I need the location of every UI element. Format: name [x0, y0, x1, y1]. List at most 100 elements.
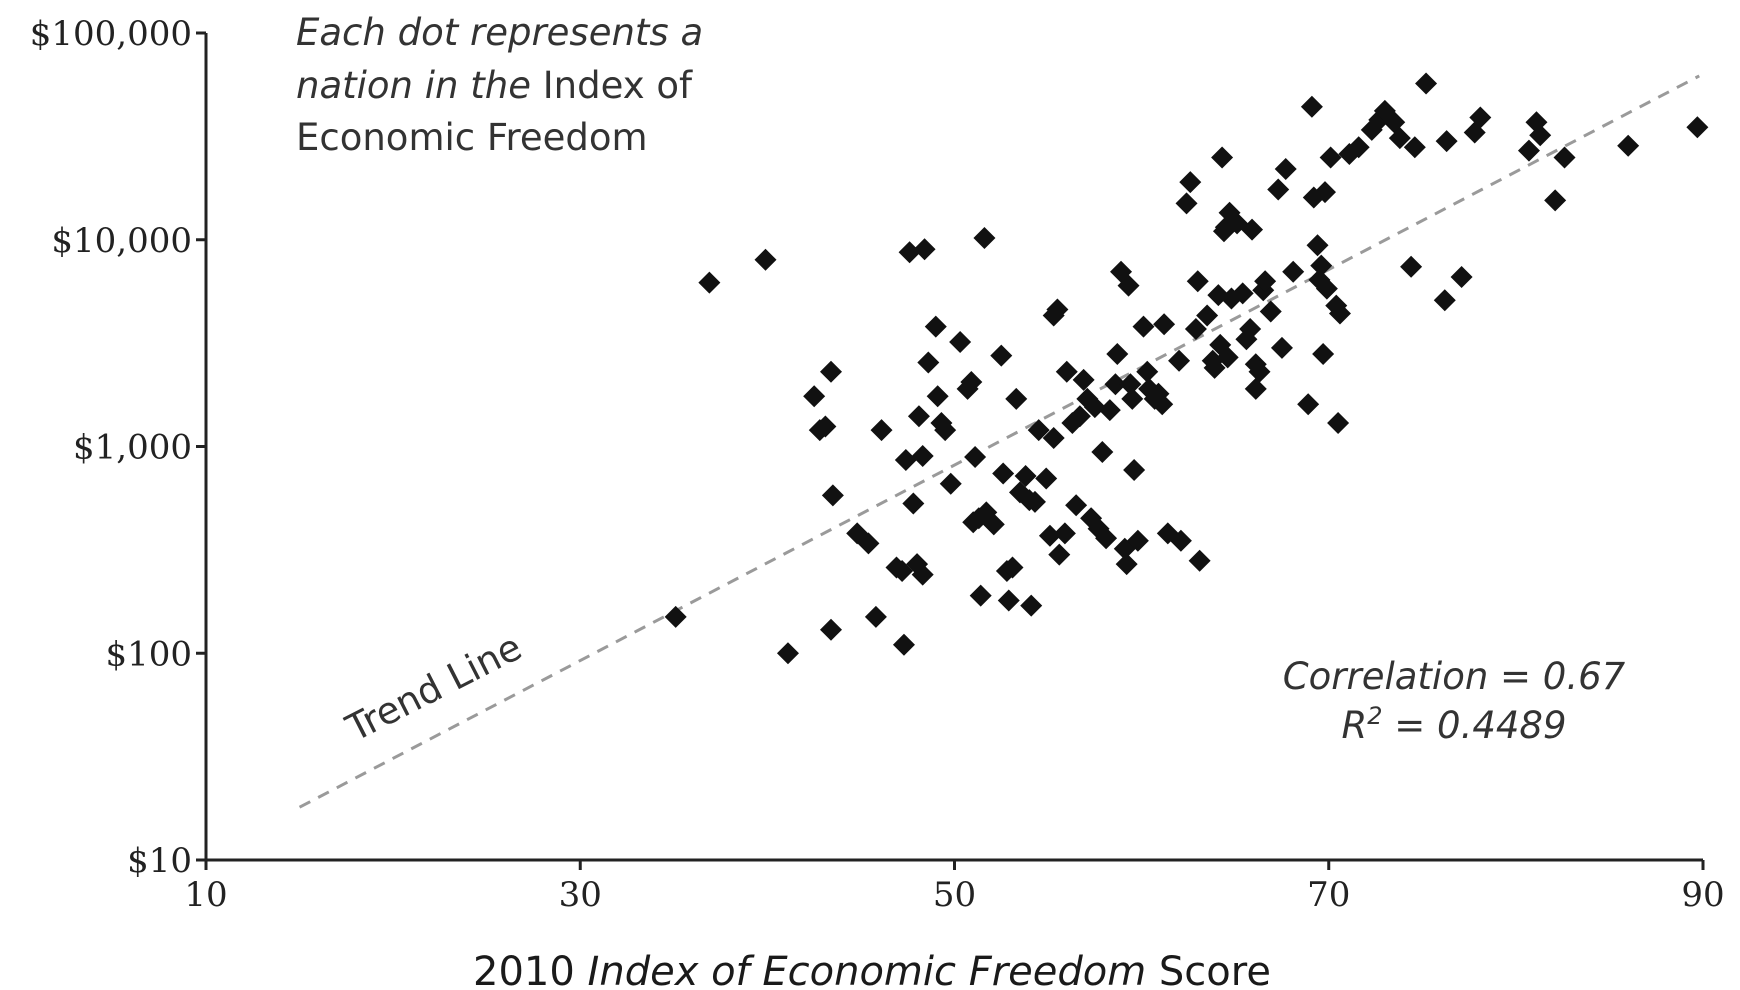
- data-point: [924, 315, 947, 338]
- data-point: [926, 385, 949, 408]
- data-point: [1153, 313, 1176, 336]
- data-point: [1136, 360, 1159, 383]
- data-point: [913, 238, 936, 261]
- data-point: [1175, 192, 1198, 215]
- data-point: [1123, 458, 1146, 481]
- data-point: [857, 532, 880, 555]
- data-point: [1038, 524, 1061, 547]
- data-point: [1435, 130, 1458, 153]
- data-point: [911, 563, 934, 586]
- r-squared-prefix: R: [1342, 704, 1368, 747]
- data-point: [1091, 441, 1114, 464]
- data-point: [1203, 356, 1226, 379]
- data-point: [1186, 270, 1209, 293]
- data-point: [1267, 178, 1290, 201]
- data-point: [1196, 304, 1219, 327]
- data-point: [698, 271, 721, 294]
- x-ticks: 10 30 50 70 90: [184, 860, 1725, 915]
- data-point: [754, 248, 777, 271]
- data-point: [1001, 556, 1024, 579]
- data-point: [1270, 336, 1293, 359]
- correlation-label: Correlation = 0.67: [1283, 655, 1626, 698]
- data-point: [1415, 72, 1438, 95]
- data-point: [1132, 315, 1155, 338]
- data-point: [1027, 419, 1050, 442]
- data-point: [1055, 360, 1078, 383]
- x-axis-title-prefix: 2010: [473, 949, 588, 990]
- data-point: [960, 371, 983, 394]
- data-point: [1310, 254, 1333, 277]
- data-point: [1282, 260, 1305, 283]
- data-point: [1005, 387, 1028, 410]
- data-point: [907, 405, 930, 428]
- data-point: [1117, 274, 1140, 297]
- note-line-2-plain: Index of: [531, 64, 693, 107]
- data-point: [1327, 411, 1350, 434]
- chart-note-line-2: nation in the Index of: [296, 64, 693, 107]
- data-point: [1179, 171, 1202, 194]
- data-point: [1098, 399, 1121, 422]
- data-point: [894, 449, 917, 472]
- data-point: [870, 419, 893, 442]
- data-point: [1254, 270, 1277, 293]
- data-point: [1168, 349, 1191, 372]
- data-point: [997, 589, 1020, 612]
- x-tick-label: 30: [559, 875, 602, 915]
- data-point: [1241, 218, 1264, 241]
- y-tick-label: $100,000: [30, 14, 192, 54]
- data-point: [990, 344, 1013, 367]
- data-point: [969, 584, 992, 607]
- data-point: [864, 605, 887, 628]
- chart-note-line-3: Economic Freedom: [296, 116, 648, 159]
- data-point: [1315, 277, 1338, 300]
- data-point: [1048, 543, 1071, 566]
- data-point: [1259, 300, 1282, 323]
- y-tick-label: $1,000: [73, 428, 192, 468]
- data-point: [1347, 136, 1370, 159]
- data-point: [1312, 343, 1335, 366]
- x-axis-title: 2010 Index of Economic Freedom Score: [473, 949, 1271, 990]
- note-line-2-italic: nation in the: [296, 64, 531, 107]
- data-point: [1104, 373, 1127, 396]
- data-point: [1046, 298, 1069, 321]
- r-squared-superscript: 2: [1367, 702, 1382, 730]
- data-point: [917, 351, 940, 374]
- data-point: [902, 492, 925, 515]
- data-point: [911, 444, 934, 467]
- data-point: [1216, 346, 1239, 369]
- data-point: [776, 642, 799, 665]
- chart-note: Each dot represents a: [296, 11, 703, 54]
- data-point: [1553, 146, 1576, 169]
- x-tick-label: 50: [933, 875, 976, 915]
- note-line-1: Each dot represents a: [296, 11, 703, 54]
- trend-line: [298, 74, 1700, 809]
- data-point: [1388, 127, 1411, 150]
- data-point: [892, 633, 915, 656]
- x-tick-label: 10: [184, 875, 227, 915]
- note-line-3: Economic Freedom: [296, 116, 648, 159]
- r-squared-label: R2 = 0.4489: [1342, 702, 1567, 747]
- data-point: [1106, 343, 1129, 366]
- data-point: [1072, 368, 1095, 391]
- data-point: [1121, 387, 1144, 410]
- data-point: [973, 226, 996, 249]
- data-point: [1184, 318, 1207, 341]
- data-point: [964, 445, 987, 468]
- data-point: [934, 419, 957, 442]
- data-point: [1083, 396, 1106, 419]
- data-point: [803, 385, 826, 408]
- x-tick-label: 90: [1681, 875, 1724, 915]
- data-point: [992, 462, 1015, 485]
- x-tick-label: 70: [1307, 875, 1350, 915]
- data-point: [1529, 124, 1552, 147]
- data-point: [1297, 393, 1320, 416]
- data-point: [1115, 553, 1138, 576]
- data-point: [1686, 116, 1709, 139]
- r-squared-value: = 0.4489: [1383, 704, 1567, 747]
- data-point: [1274, 157, 1297, 180]
- x-axis-title-suffix: Score: [1146, 949, 1271, 990]
- data-point: [898, 241, 921, 264]
- data-point: [1211, 146, 1234, 169]
- data-point: [1544, 189, 1567, 212]
